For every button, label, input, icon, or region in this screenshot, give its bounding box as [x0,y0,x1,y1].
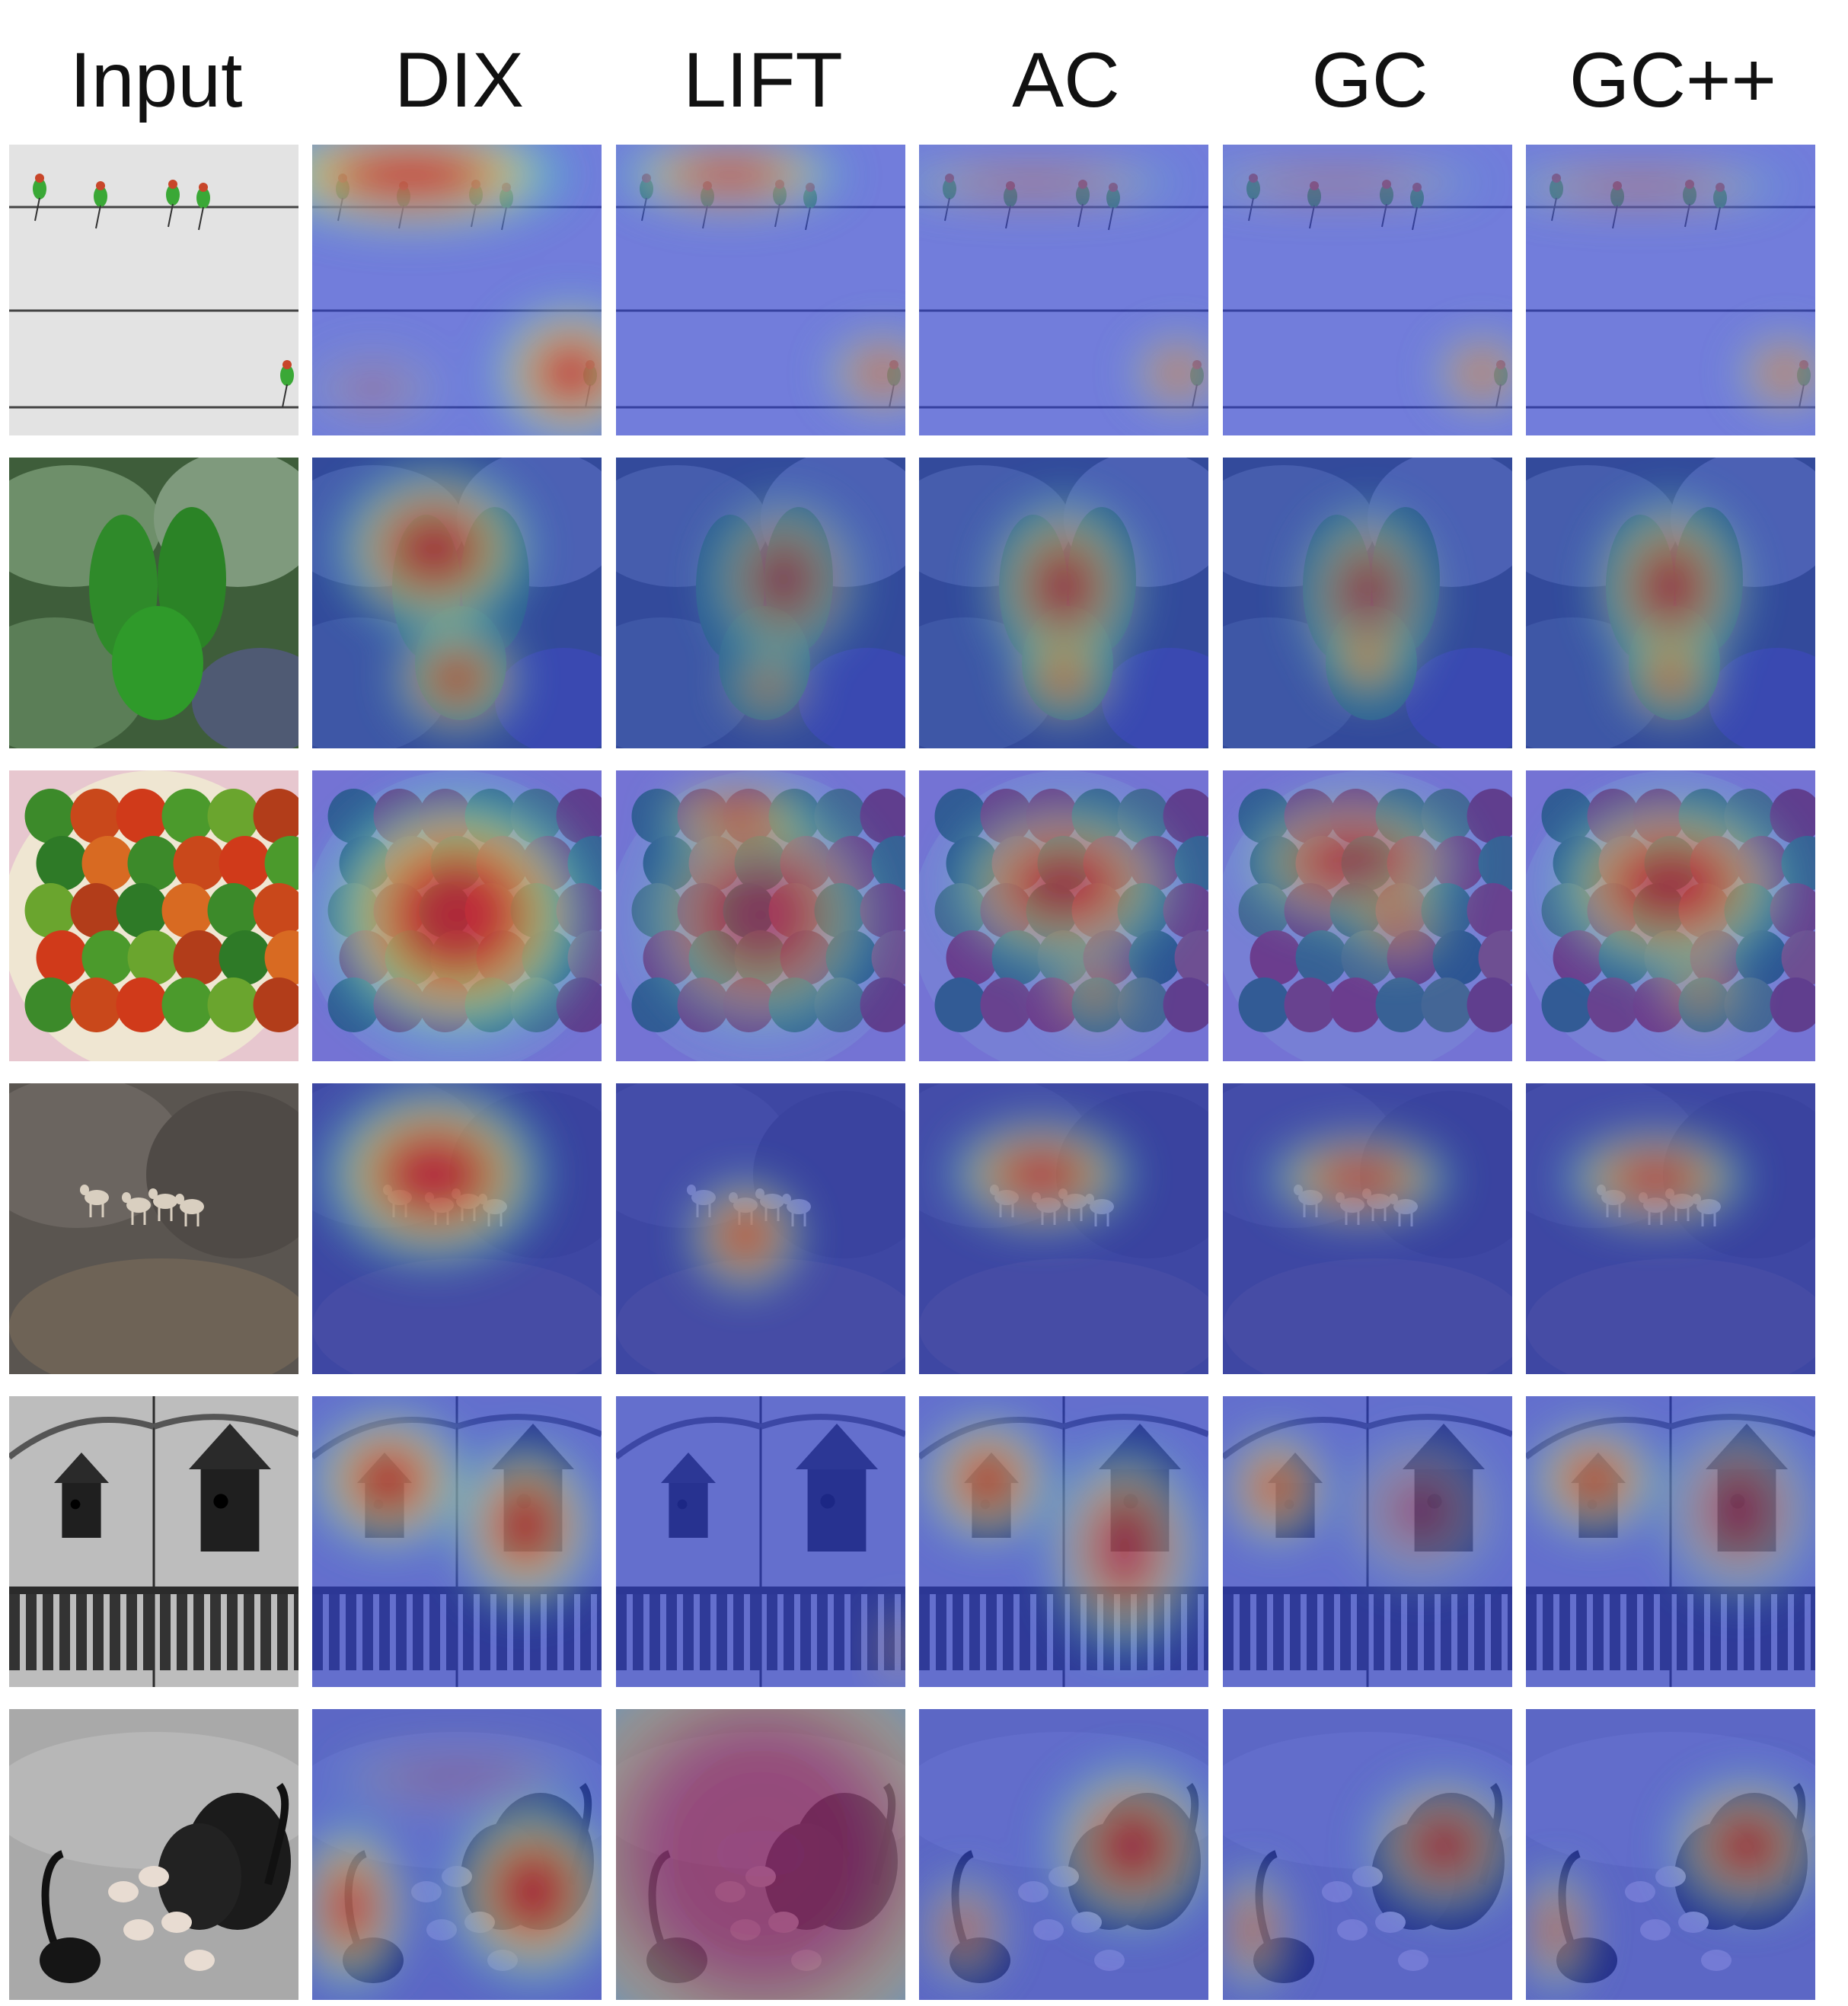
saliency-heatmap [616,458,905,748]
input-image [9,458,298,748]
saliency-heatmap [919,1396,1208,1687]
saliency-heatmap [919,145,1208,435]
cell-black-swans-gc [1223,1709,1512,2000]
column-label-input: Input [69,37,243,123]
saliency-heatmap [616,770,905,1061]
saliency-heatmap [1526,1709,1815,2000]
saliency-heatmap [616,1709,905,2000]
cell-black-swans-gcpp [1526,1709,1815,2000]
column-label-dix: DIX [394,37,525,123]
cell-goats-on-cliff-input [9,1083,298,1374]
cell-goats-on-cliff-lift [616,1083,905,1374]
saliency-heatmap [312,1396,602,1687]
saliency-heatmap [1223,770,1512,1061]
cell-bowl-of-peppers-lift [616,770,905,1061]
cell-birdhouses-ac [919,1396,1208,1687]
cell-birds-on-wire-lift [616,145,905,435]
cell-goats-on-cliff-dix [312,1083,602,1374]
saliency-heatmap [1223,145,1512,435]
column-label-lift: LIFT [683,37,843,123]
cell-birdhouses-lift [616,1396,905,1687]
saliency-heatmap [616,145,905,435]
cell-black-swans-dix [312,1709,602,2000]
saliency-heatmap [919,1083,1208,1374]
cell-green-peppers-plant-gcpp [1526,458,1815,748]
saliency-heatmap [312,145,602,435]
saliency-heatmap [312,770,602,1061]
input-image [9,1083,298,1374]
column-label-gc: GC [1311,37,1428,123]
saliency-heatmap [1526,145,1815,435]
cell-green-peppers-plant-lift [616,458,905,748]
cell-bowl-of-peppers-gc [1223,770,1512,1061]
saliency-heatmap [1526,1396,1815,1687]
cell-goats-on-cliff-gc [1223,1083,1512,1374]
cell-bowl-of-peppers-ac [919,770,1208,1061]
column-label-gcpp: GC++ [1569,37,1777,123]
cell-green-peppers-plant-dix [312,458,602,748]
cell-birds-on-wire-dix [312,145,602,435]
saliency-heatmap [1223,1083,1512,1374]
column-label-ac: AC [1012,37,1120,123]
input-image [9,145,298,435]
saliency-heatmap [1223,1709,1512,2000]
cell-green-peppers-plant-input [9,458,298,748]
cell-green-peppers-plant-ac [919,458,1208,748]
cell-birds-on-wire-ac [919,145,1208,435]
cell-bowl-of-peppers-input [9,770,298,1061]
saliency-heatmap [616,1083,905,1374]
saliency-heatmap [919,458,1208,748]
saliency-heatmap [1526,770,1815,1061]
cell-black-swans-ac [919,1709,1208,2000]
saliency-heatmap [1223,1396,1512,1687]
cell-birdhouses-input [9,1396,298,1687]
column-header-row: Input DIX LIFT AC GC GC++ [0,30,1848,129]
input-image [9,770,298,1061]
saliency-heatmap [919,1709,1208,2000]
cell-birds-on-wire-gcpp [1526,145,1815,435]
saliency-heatmap [312,1709,602,2000]
cell-birdhouses-gcpp [1526,1396,1815,1687]
saliency-heatmap [616,1396,905,1687]
saliency-heatmap [312,1083,602,1374]
cell-black-swans-input [9,1709,298,2000]
cell-black-swans-lift [616,1709,905,2000]
cell-bowl-of-peppers-dix [312,770,602,1061]
cell-birds-on-wire-input [9,145,298,435]
saliency-heatmap [1526,458,1815,748]
cell-bowl-of-peppers-gcpp [1526,770,1815,1061]
cell-green-peppers-plant-gc [1223,458,1512,748]
saliency-heatmap [1223,458,1512,748]
input-image [9,1709,298,2000]
cell-birdhouses-gc [1223,1396,1512,1687]
saliency-heatmap [312,458,602,748]
cell-birdhouses-dix [312,1396,602,1687]
saliency-heatmap [919,770,1208,1061]
cell-birds-on-wire-gc [1223,145,1512,435]
cell-goats-on-cliff-gcpp [1526,1083,1815,1374]
input-image [9,1396,298,1687]
saliency-heatmap [1526,1083,1815,1374]
cell-goats-on-cliff-ac [919,1083,1208,1374]
